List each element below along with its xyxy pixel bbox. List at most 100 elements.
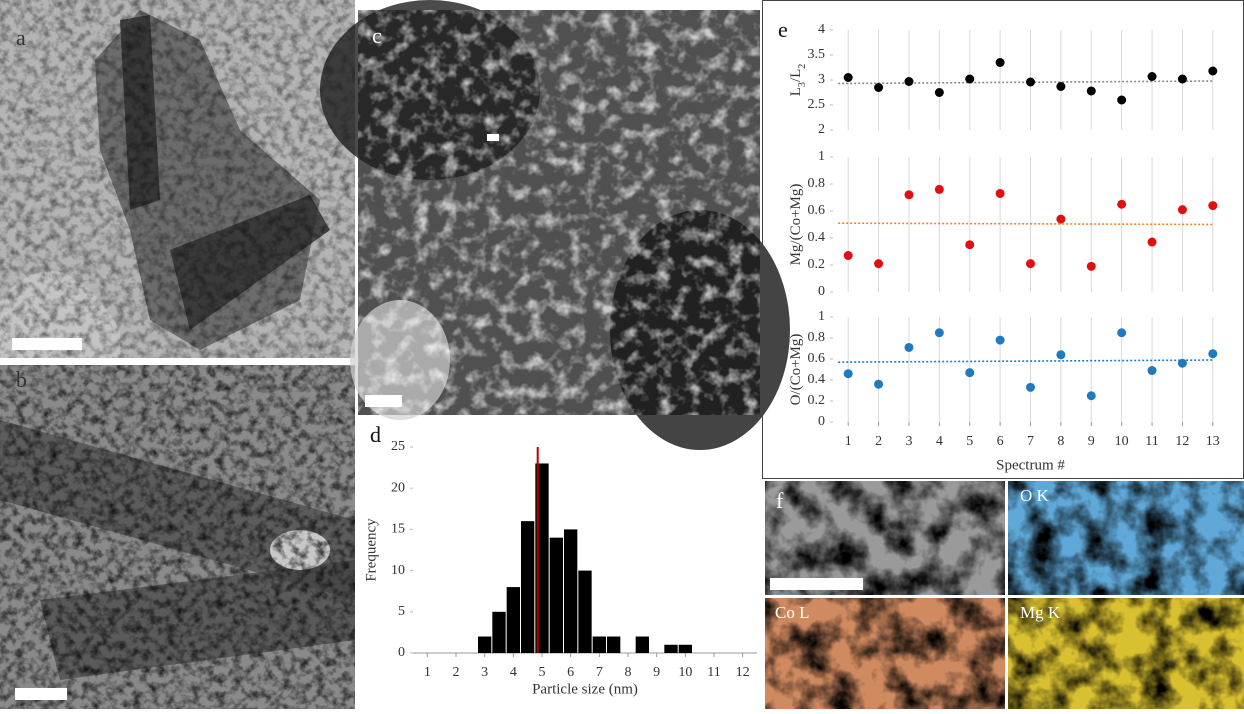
point <box>996 58 1005 67</box>
x-tick-label: 8 <box>625 665 632 680</box>
point <box>874 380 883 389</box>
point <box>904 343 913 352</box>
stem-image-c <box>320 0 790 450</box>
point <box>1148 366 1157 375</box>
x-tick-label: 3 <box>905 434 912 449</box>
tem-image-b <box>0 365 355 709</box>
map-label: O K <box>1020 486 1050 505</box>
point <box>965 75 974 84</box>
y-tick-label: 3.5 <box>808 47 826 62</box>
x-tick-label: 11 <box>1145 434 1158 449</box>
y-tick-label: 2.5 <box>808 97 826 112</box>
point <box>965 240 974 249</box>
y-tick-label: 2 <box>818 122 825 137</box>
x-tick-label: 13 <box>1206 434 1220 449</box>
panel-label: d <box>370 422 381 447</box>
point <box>1117 96 1126 105</box>
point <box>1026 259 1035 268</box>
y-tick-label: 0.8 <box>808 330 826 345</box>
x-tick-label: 9 <box>1088 434 1095 449</box>
y-tick-label: 20 <box>391 480 405 495</box>
y-axis-label-part: /L <box>788 69 804 82</box>
point <box>935 185 944 194</box>
y-tick-label: 0 <box>818 414 825 429</box>
bar <box>521 521 534 653</box>
x-tick-label: 10 <box>678 665 692 680</box>
y-tick-label: 3 <box>818 72 825 87</box>
map-label: Mg K <box>1020 603 1061 622</box>
y-tick-label: 25 <box>391 439 405 454</box>
point <box>1087 87 1096 96</box>
x-tick-label: 1 <box>424 665 431 680</box>
point <box>874 259 883 268</box>
point <box>1178 75 1187 84</box>
y-axis-label: O/(Co+Mg) <box>788 334 804 406</box>
point <box>1117 328 1126 337</box>
panel-label: b <box>16 367 27 392</box>
point <box>1208 67 1217 76</box>
bar <box>507 587 520 653</box>
point <box>996 336 1005 345</box>
point <box>1087 262 1096 271</box>
y-axis-label: L3/L2 <box>788 64 807 97</box>
y-axis-label: Frequency <box>363 518 379 582</box>
y-tick-label: 0.6 <box>808 203 826 218</box>
x-axis-label: Particle size (nm) <box>532 681 638 697</box>
eds-maps-f <box>765 481 1244 709</box>
y-tick-label: 0 <box>398 645 405 660</box>
x-tick-label: 8 <box>1057 434 1064 449</box>
x-tick-label: 1 <box>845 434 852 449</box>
point <box>965 368 974 377</box>
x-axis-label: Spectrum # <box>996 457 1065 473</box>
y-tick-label: 0.4 <box>808 372 826 387</box>
y-tick-label: 15 <box>391 522 405 537</box>
x-tick-label: 2 <box>453 665 460 680</box>
point <box>1056 215 1065 224</box>
point <box>844 369 853 378</box>
y-tick-label: 10 <box>391 563 405 578</box>
x-tick-label: 9 <box>653 665 660 680</box>
x-tick-label: 2 <box>875 434 882 449</box>
point <box>1178 205 1187 214</box>
y-tick-label: 0 <box>818 284 825 299</box>
point <box>1208 349 1217 358</box>
point <box>996 189 1005 198</box>
tem-image-a <box>0 0 355 358</box>
point <box>1026 78 1035 87</box>
point <box>1148 238 1157 247</box>
y-tick-label: 5 <box>398 604 405 619</box>
x-tick-label: 3 <box>481 665 488 680</box>
bar <box>578 571 591 653</box>
trendline <box>838 223 1213 224</box>
point <box>1026 383 1035 392</box>
x-tick-label: 10 <box>1115 434 1129 449</box>
y-axis-label-part: L <box>788 87 804 96</box>
x-tick-label: 12 <box>1175 434 1189 449</box>
bar <box>664 645 677 653</box>
panel-label: f <box>776 488 784 513</box>
bar <box>492 612 505 653</box>
point <box>935 328 944 337</box>
x-tick-label: 7 <box>596 665 603 680</box>
bar <box>564 529 577 653</box>
point <box>1056 350 1065 359</box>
x-tick-label: 7 <box>1027 434 1034 449</box>
x-tick-label: 12 <box>736 665 750 680</box>
point <box>1178 359 1187 368</box>
panel-label: a <box>16 25 26 50</box>
y-axis-label-part: 2 <box>797 64 808 69</box>
y-tick-label: 1 <box>818 149 825 164</box>
y-tick-label: 0.6 <box>808 351 826 366</box>
point <box>1056 82 1065 91</box>
y-tick-label: 4 <box>818 22 825 37</box>
point <box>1087 391 1096 400</box>
y-tick-label: 0.2 <box>808 393 826 408</box>
panel-frame <box>763 1 1244 479</box>
panel-label: c <box>372 23 382 48</box>
y-axis-label-part: O/(Co+Mg) <box>788 334 804 406</box>
bar <box>679 645 692 653</box>
x-tick-label: 6 <box>997 434 1004 449</box>
point <box>1208 201 1217 210</box>
point <box>844 73 853 82</box>
bar <box>593 637 606 653</box>
